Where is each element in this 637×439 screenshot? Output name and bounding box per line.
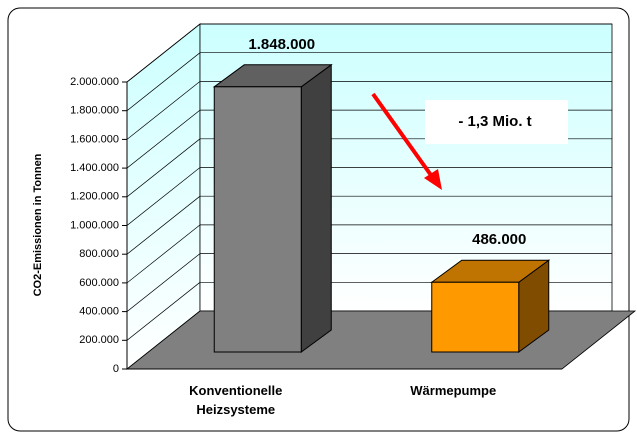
grid-line bbox=[126, 52, 201, 111]
grid-line bbox=[126, 81, 201, 140]
arrow-head bbox=[424, 169, 442, 190]
bar bbox=[431, 281, 520, 353]
grid-line bbox=[126, 195, 201, 255]
grid-line bbox=[126, 224, 201, 284]
grid-line bbox=[126, 23, 201, 83]
y-tick-label: 1.600.000 bbox=[70, 133, 119, 145]
grid-line bbox=[126, 167, 201, 226]
y-tick-label: 200.000 bbox=[79, 334, 119, 346]
annotation: - 1,3 Mio. t bbox=[458, 113, 531, 130]
bar-side bbox=[300, 63, 332, 353]
grid-line bbox=[126, 282, 201, 341]
annotation-box bbox=[425, 100, 568, 144]
grid-line bbox=[126, 253, 201, 312]
arrow-line bbox=[371, 92, 435, 180]
y-tick-label: 1.400.000 bbox=[70, 162, 119, 174]
y-axis-label: CO2-Emissionen in Tonnen bbox=[32, 153, 44, 296]
y-tick-label: 1.800.000 bbox=[70, 105, 119, 117]
y-tick-label: 400.000 bbox=[79, 306, 119, 318]
y-tick-label: 0 bbox=[113, 363, 119, 375]
y-tick-label: 2.000.000 bbox=[70, 76, 119, 88]
value-label: 1.848.000 bbox=[248, 36, 315, 53]
y-tick-label: 1.000.000 bbox=[70, 219, 119, 231]
x-tick-label: Wärmepumpe bbox=[410, 383, 497, 398]
y-tick-label: 600.000 bbox=[79, 277, 119, 289]
x-tick-label: Konventionelle Heizsysteme bbox=[189, 383, 283, 417]
value-label: 486.000 bbox=[472, 231, 526, 248]
y-tick-label: 800.000 bbox=[79, 248, 119, 260]
grid-line bbox=[126, 138, 201, 198]
floor bbox=[125, 310, 637, 370]
grid-line bbox=[126, 109, 201, 169]
y-tick-label: 1.200.000 bbox=[70, 191, 119, 203]
bar bbox=[213, 86, 302, 353]
